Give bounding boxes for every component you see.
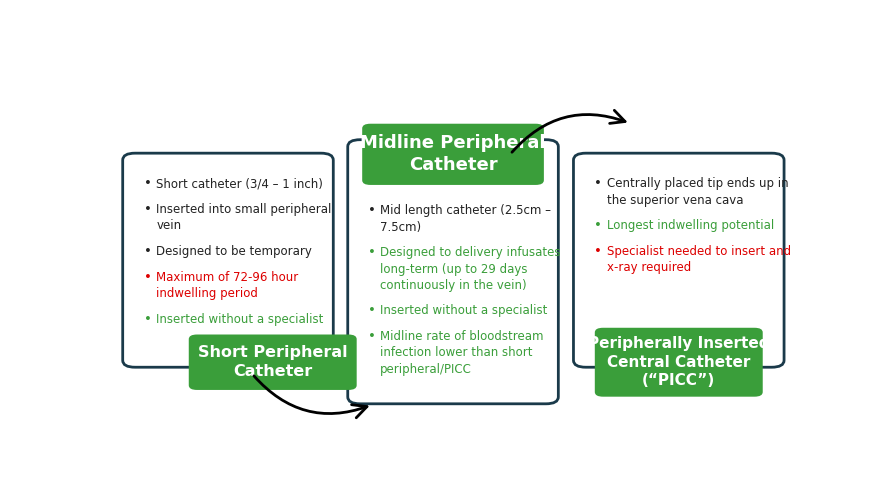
Text: Inserted without a specialist: Inserted without a specialist (380, 304, 548, 318)
Text: Mid length catheter (2.5cm –: Mid length catheter (2.5cm – (380, 204, 551, 218)
Text: vein: vein (156, 220, 181, 232)
Text: the superior vena cava: the superior vena cava (607, 194, 743, 206)
Text: Midline rate of bloodstream: Midline rate of bloodstream (380, 330, 543, 344)
FancyBboxPatch shape (574, 153, 784, 367)
Text: x-ray required: x-ray required (607, 262, 691, 274)
Text: Inserted into small peripheral: Inserted into small peripheral (156, 203, 332, 216)
FancyArrowPatch shape (512, 110, 625, 152)
Text: •: • (368, 204, 376, 218)
Text: indwelling period: indwelling period (156, 287, 258, 300)
Text: Designed to be temporary: Designed to be temporary (156, 245, 313, 258)
Text: Peripherally Inserted
Central Catheter
(“PICC”): Peripherally Inserted Central Catheter (… (588, 336, 770, 388)
Text: peripheral/PICC: peripheral/PICC (380, 362, 472, 376)
Text: •: • (368, 304, 376, 318)
Text: Maximum of 72-96 hour: Maximum of 72-96 hour (156, 271, 298, 284)
Text: •: • (368, 330, 376, 344)
Text: long-term (up to 29 days: long-term (up to 29 days (380, 262, 527, 276)
Text: Short Peripheral
Catheter: Short Peripheral Catheter (198, 346, 347, 379)
FancyArrowPatch shape (254, 376, 367, 418)
Text: Centrally placed tip ends up in: Centrally placed tip ends up in (607, 178, 789, 190)
FancyBboxPatch shape (348, 140, 559, 404)
Text: Longest indwelling potential: Longest indwelling potential (607, 220, 773, 232)
Text: •: • (144, 245, 152, 258)
Text: continuously in the vein): continuously in the vein) (380, 278, 527, 291)
FancyBboxPatch shape (362, 124, 543, 185)
Text: Designed to delivery infusates: Designed to delivery infusates (380, 246, 560, 260)
Text: •: • (144, 313, 152, 326)
Text: Short catheter (3/4 – 1 inch): Short catheter (3/4 – 1 inch) (156, 178, 323, 190)
FancyBboxPatch shape (595, 328, 763, 396)
Text: •: • (144, 178, 152, 190)
Text: •: • (594, 220, 602, 232)
Text: •: • (368, 246, 376, 260)
Text: Midline Peripheral
Catheter: Midline Peripheral Catheter (361, 134, 546, 174)
FancyBboxPatch shape (123, 153, 333, 367)
FancyBboxPatch shape (189, 334, 357, 390)
Text: •: • (144, 203, 152, 216)
Text: infection lower than short: infection lower than short (380, 346, 533, 360)
Text: Specialist needed to insert and: Specialist needed to insert and (607, 245, 790, 258)
Text: •: • (144, 271, 152, 284)
Text: 7.5cm): 7.5cm) (380, 220, 421, 234)
Text: •: • (594, 245, 602, 258)
Text: Inserted without a specialist: Inserted without a specialist (156, 313, 324, 326)
Text: •: • (594, 178, 602, 190)
